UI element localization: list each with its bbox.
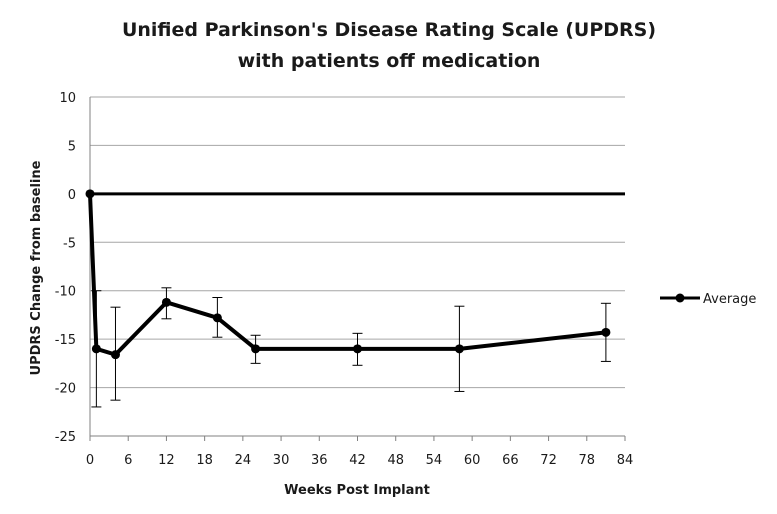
x-tick-label: 72 [540,453,557,468]
data-point [91,344,101,354]
data-point [353,344,362,354]
legend: Average [660,292,756,307]
y-tick-label: -20 [55,382,76,397]
x-tick-label: 42 [349,453,366,468]
x-tick-label: 48 [387,453,404,468]
x-tick-label: 60 [464,453,481,468]
series-line-average [88,193,607,357]
axes [89,97,626,441]
legend-label: Average [703,292,756,307]
x-tick-label: 6 [124,453,132,468]
x-axis-title: Weeks Post Implant [284,483,430,498]
y-tick-label: -10 [55,285,76,300]
y-tick-label: -25 [55,430,76,445]
x-tick-label: 18 [196,453,213,468]
y-tick-label: 10 [59,91,76,106]
x-tick-label: 24 [235,453,252,468]
data-point [251,344,261,354]
data-point [212,313,222,323]
data-point [601,327,611,337]
chart-title-line2: with patients off medication [238,50,541,72]
chart-title-line1: Unified Parkinson's Disease Rating Scale… [122,19,656,41]
y-tick-label: -5 [63,236,76,251]
x-tick-labels: 0 6 12 18 24 30 36 42 48 54 60 66 72 78 84 [86,453,633,468]
x-tick-label: 84 [617,453,634,468]
y-tick-label: -15 [55,333,76,348]
data-point [454,344,464,354]
x-tick-label: 36 [311,453,328,468]
x-tick-label: 54 [426,453,443,468]
y-axis-title: UPDRS Change from baseline [29,160,44,375]
series [85,189,611,360]
data-point [85,189,95,199]
data-point [161,297,171,307]
y-tick-label: 5 [68,139,76,154]
legend-swatch-marker [675,293,685,303]
y-tick-label: 0 [68,188,76,203]
x-tick-label: 30 [273,453,290,468]
y-tick-labels: 10 5 0 -5 -10 -15 -20 -25 [55,91,76,445]
x-tick-label: 0 [86,453,94,468]
x-tick-label: 66 [502,453,519,468]
x-tick-label: 12 [158,453,175,468]
x-tick-label: 78 [579,453,596,468]
data-point [110,350,120,360]
